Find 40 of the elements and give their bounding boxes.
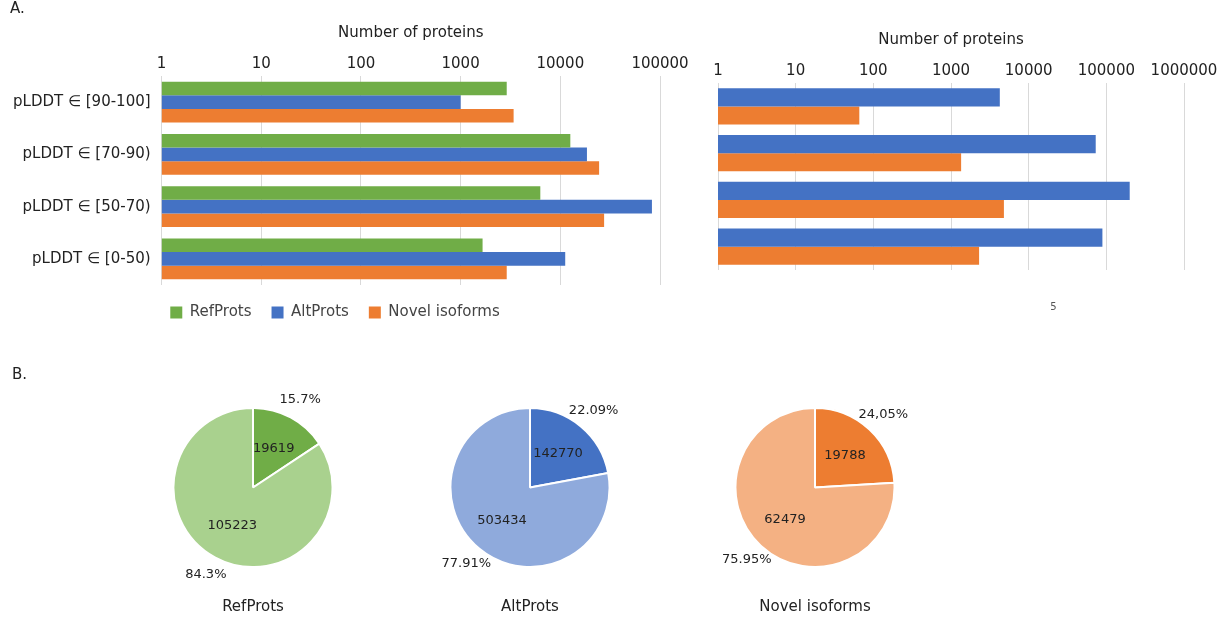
text: 24,05% (858, 406, 909, 422)
data-label: 19788 (824, 447, 866, 463)
y-tick-label: pLDDT ∈ [70-90) (22, 144, 151, 163)
text: 15.7% (279, 391, 321, 407)
x-tick-label: 1000 (931, 60, 971, 79)
x-tick-label: 10000 (536, 53, 585, 72)
text: 5 (1050, 301, 1057, 312)
data-label: 62479 (764, 510, 806, 526)
x-axis-title: Number of proteins (878, 29, 1024, 48)
x-tick-label: 100000 (1077, 60, 1135, 79)
legend-label: RefProts (189, 302, 252, 321)
text: Novel isoforms (759, 596, 871, 615)
text: RefProts (222, 596, 285, 615)
x-tick-label: 100 (346, 53, 376, 72)
y-tick-label: pLDDT ∈ [50-70) (22, 196, 151, 215)
legend-label: Novel isoforms (388, 302, 500, 321)
y-tick-label: pLDDT ∈ [0-50) (32, 248, 151, 267)
text: 77.91% (441, 555, 492, 571)
x-axis-title: Number of proteins (338, 22, 484, 41)
data-label: 503434 (477, 512, 527, 528)
x-tick-label: 1 (713, 60, 723, 79)
y-tick-label: pLDDT ∈ [90-100] (13, 92, 151, 111)
text: 22.09% (568, 402, 619, 418)
x-tick-label: 1000 (441, 53, 480, 72)
x-tick-label: 10 (786, 60, 806, 79)
data-label: 142770 (533, 445, 583, 461)
text: AltProts (501, 596, 560, 615)
data-label: 105223 (207, 517, 258, 533)
legend-label: AltProts (291, 302, 350, 321)
x-tick-label: 1 (156, 53, 167, 72)
x-tick-label: 1000000 (1150, 60, 1218, 79)
text: 75.95% (721, 551, 772, 567)
x-tick-label: 100 (859, 60, 888, 79)
text: A. (10, 0, 25, 17)
x-tick-label: 100000 (631, 53, 689, 72)
data-label: 19619 (253, 440, 295, 456)
x-tick-label: 10000 (1004, 60, 1053, 79)
x-tick-label: 10 (251, 53, 271, 72)
text: 84.3% (185, 566, 227, 582)
text: B. (12, 365, 28, 383)
